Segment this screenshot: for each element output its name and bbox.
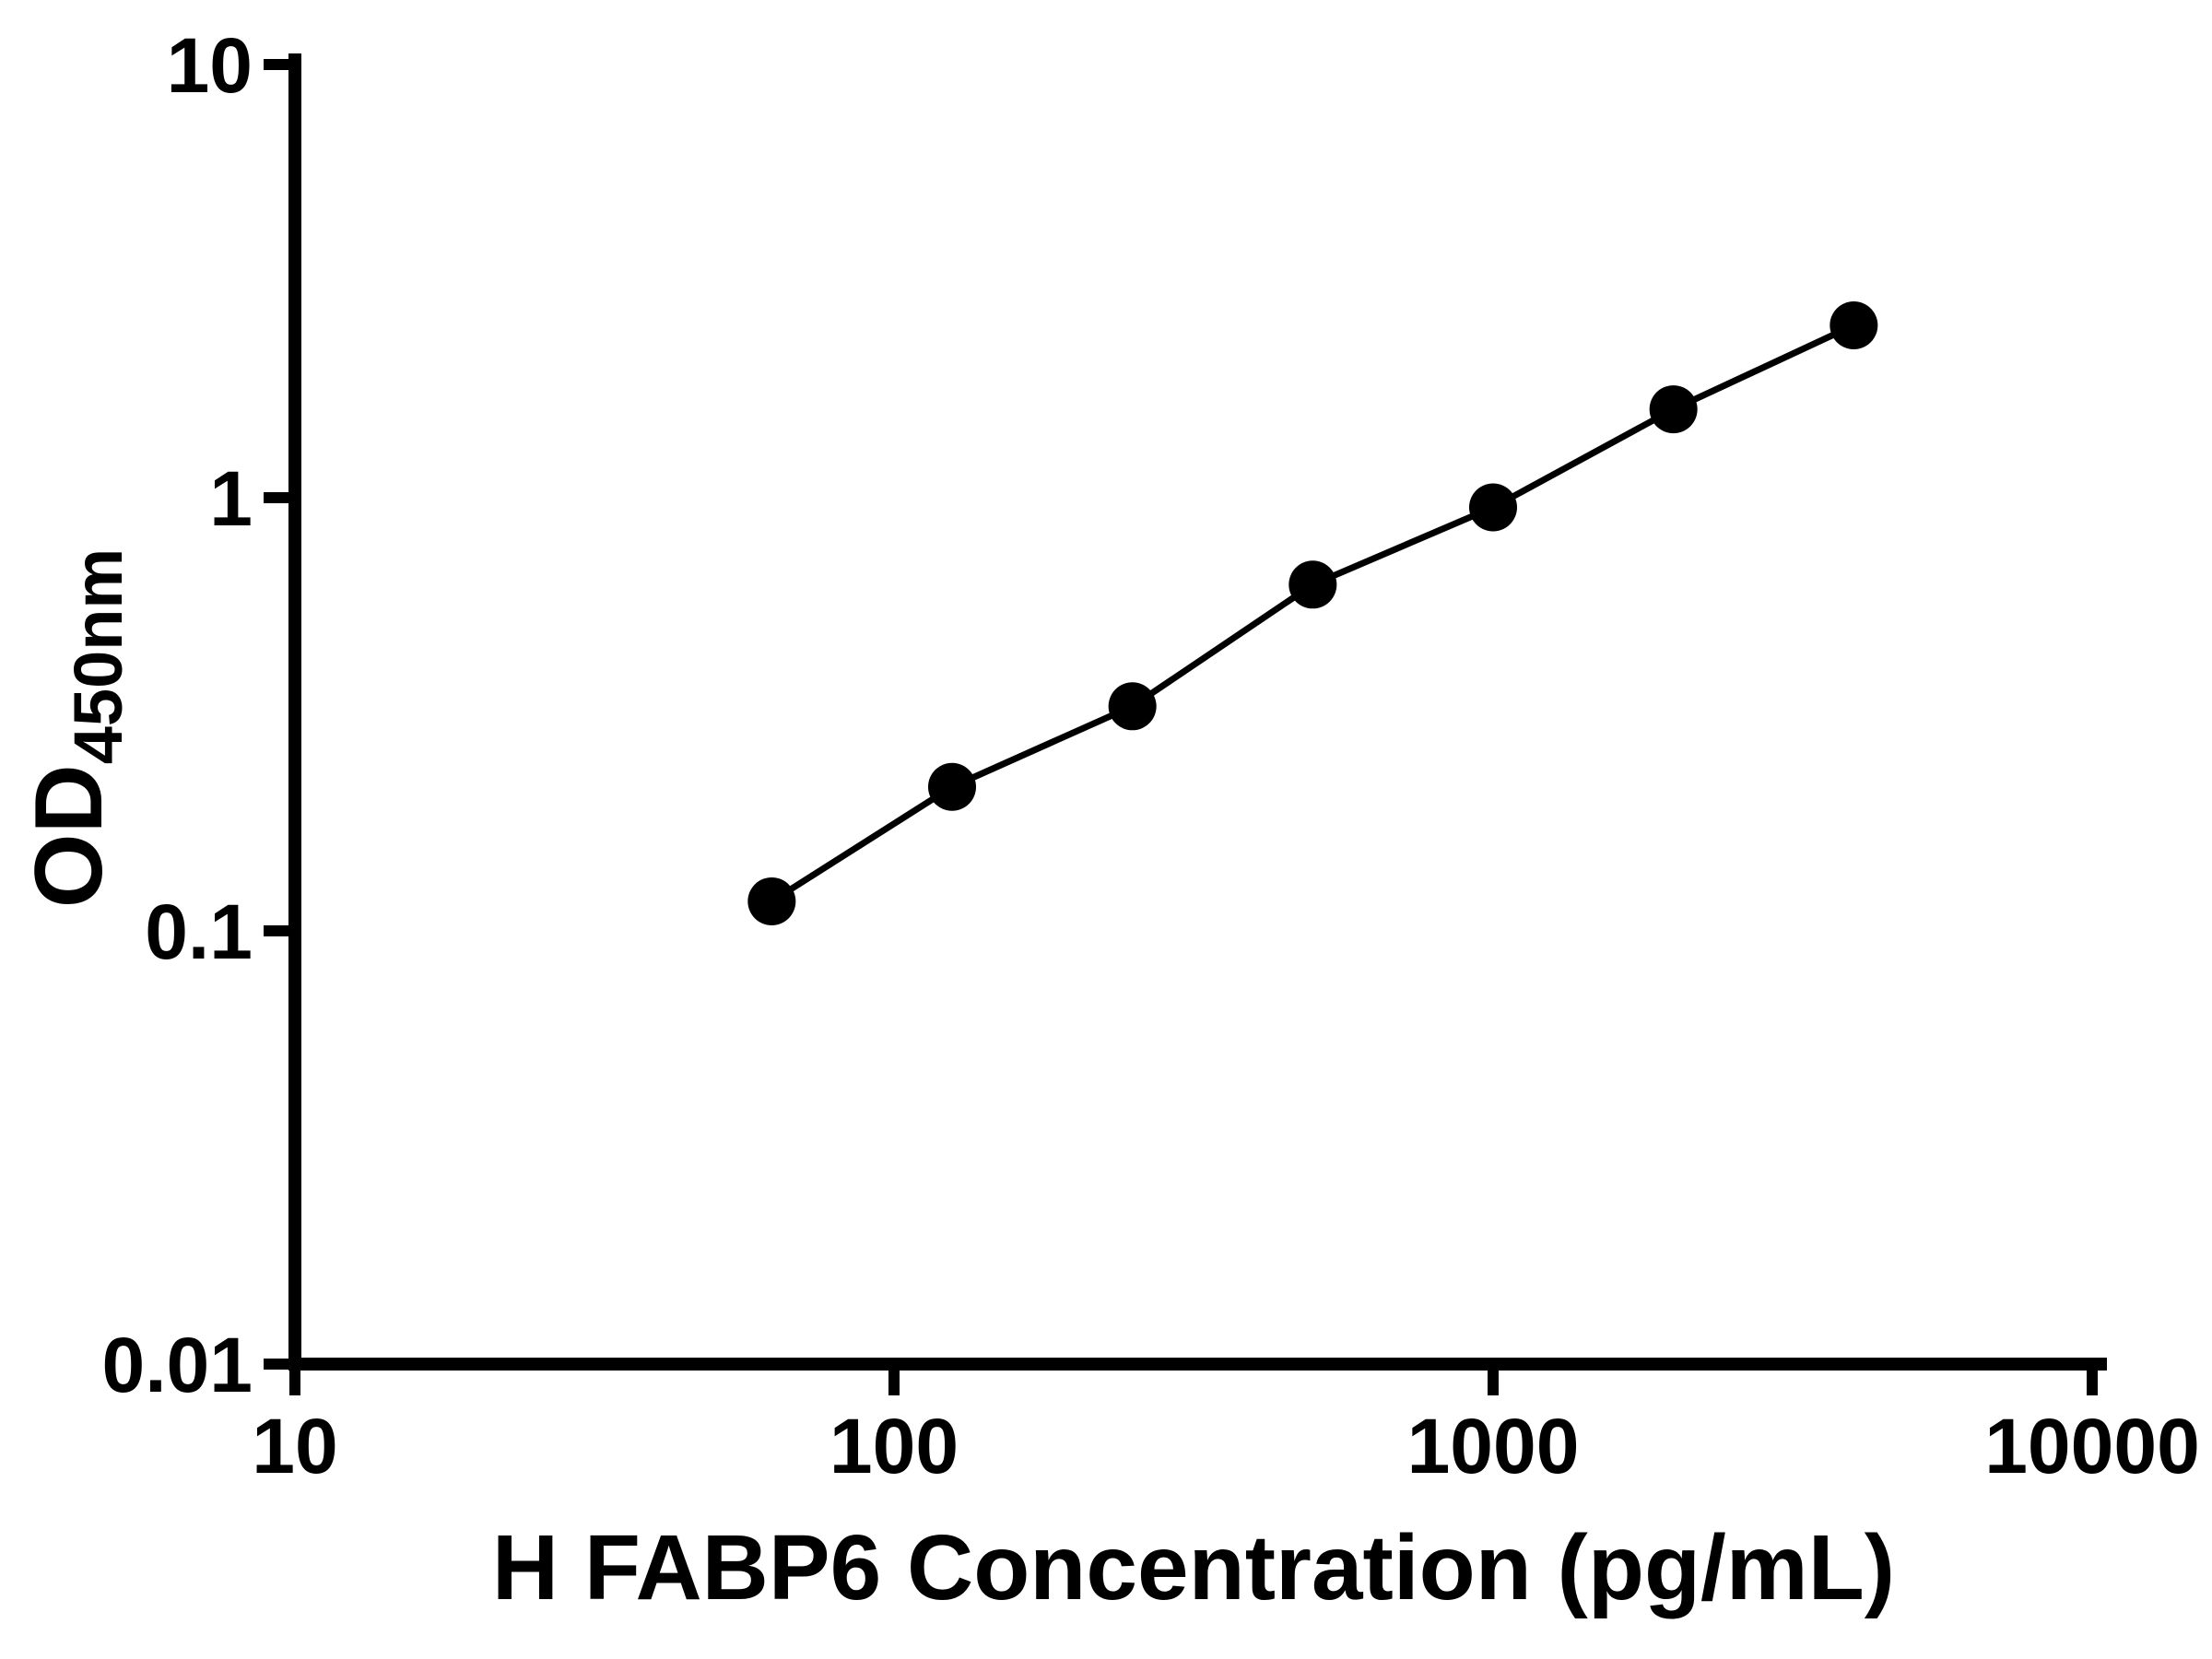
data-point-marker [1649,385,1698,434]
x-tick-label: 100 [830,1403,959,1489]
axis-spines [288,53,2107,1371]
series-layer [747,300,1878,925]
x-tick-label: 10 [252,1403,337,1489]
data-point-marker [927,762,976,811]
x-tick-label: 10000 [1984,1403,2200,1489]
data-point-marker [1288,560,1337,609]
data-point-marker [1830,300,1878,349]
y-tick-label: 1 [209,455,253,542]
data-point-marker [1469,483,1517,532]
data-point-marker [1108,682,1157,731]
y-axis-title: OD450nm [16,548,136,908]
axes-layer: 10 100 1000 10000 0.01 0.1 1 10 [102,22,2200,1489]
data-point-marker [747,877,796,925]
x-axis-title: H FABP6 Concentration (pg/mL) [492,1516,1895,1619]
x-tick-label: 1000 [1407,1403,1580,1489]
y-tick-label: 0.01 [102,1322,253,1408]
y-axis-title-main: OD [16,764,123,908]
y-tick-label: 10 [167,22,253,109]
y-axis-title-subscript: 450nm [60,548,136,764]
y-tick-label: 0.1 [145,888,253,975]
